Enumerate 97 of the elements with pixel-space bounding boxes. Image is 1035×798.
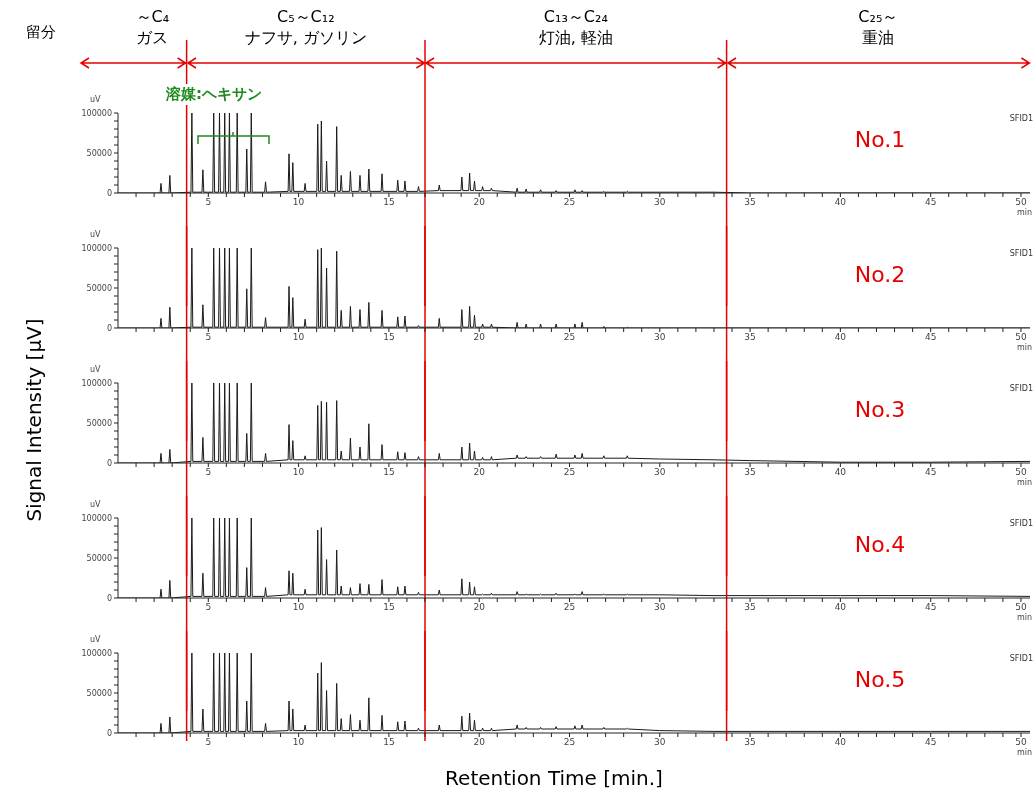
x-tick-label: 35 <box>744 467 756 478</box>
y-tick-label: 100000 <box>81 108 112 118</box>
annotation: SFID1 <box>1009 384 1033 393</box>
x-tick-label: 20 <box>473 197 486 208</box>
x-tick-label: 15 <box>383 467 395 478</box>
text: 重油 <box>862 27 895 48</box>
y-axis-title: uV <box>90 635 101 644</box>
x-tick-label: 50 <box>1015 197 1027 208</box>
text: 留分 <box>26 23 56 42</box>
x-tick-label: 45 <box>924 332 937 343</box>
y-tick-label: 100000 <box>81 513 112 523</box>
text: ～C₄ <box>135 6 170 27</box>
x-axis-title: min <box>1016 208 1033 217</box>
x-axis-title: min <box>1016 478 1033 487</box>
y-tick-label: 50000 <box>86 418 112 428</box>
annotation: SFID1 <box>1009 519 1033 528</box>
x-tick-label: 45 <box>924 197 937 208</box>
x-tick-label: 45 <box>924 737 937 748</box>
x-tick-label: 30 <box>654 602 666 613</box>
text: C₂₅～ <box>858 6 899 27</box>
y-axis-title: uV <box>90 95 101 104</box>
y-tick-label: 50000 <box>86 283 112 293</box>
x-tick-label: 15 <box>383 332 395 343</box>
text: 灯油, 軽油 <box>538 27 613 48</box>
x-axis-title: min <box>1016 343 1033 352</box>
y-axis-title: uV <box>90 230 101 239</box>
x-tick-label: 10 <box>292 602 305 613</box>
x-tick-label: 40 <box>834 332 847 343</box>
x-tick-label: 15 <box>383 197 395 208</box>
x-tick-label: 25 <box>563 737 576 748</box>
y-axis-title: uV <box>90 500 101 509</box>
x-tick-label: 10 <box>292 332 305 343</box>
x-tick-label: 15 <box>383 602 395 613</box>
x-tick-label: 20 <box>473 332 486 343</box>
x-tick-label: 15 <box>383 737 395 748</box>
y-tick-label: 0 <box>106 458 112 468</box>
y-tick-label: 50000 <box>86 148 112 158</box>
y-tick-label: 0 <box>106 593 112 603</box>
annotation: No.3 <box>853 397 907 422</box>
x-tick-label: 10 <box>292 737 305 748</box>
x-tick-label: 25 <box>563 602 576 613</box>
annotation: SFID1 <box>1009 654 1033 663</box>
annotation: No.5 <box>853 667 907 692</box>
annotation: SFID1 <box>1009 114 1033 123</box>
text: ガス <box>136 27 169 48</box>
y-tick-label: 100000 <box>81 243 112 253</box>
x-tick-label: 35 <box>744 737 756 748</box>
x-tick-label: 30 <box>654 332 666 343</box>
x-tick-label: 35 <box>744 332 756 343</box>
y-axis-title: uV <box>90 365 101 374</box>
x-tick-label: 35 <box>744 602 756 613</box>
x-tick-label: 50 <box>1015 737 1027 748</box>
y-tick-label: 100000 <box>81 648 112 658</box>
y-tick-label: 0 <box>106 728 112 738</box>
x-tick-label: 5 <box>205 197 212 208</box>
annotation: No.4 <box>853 532 907 557</box>
x-tick-label: 30 <box>654 737 666 748</box>
y-tick-label: 0 <box>106 188 112 198</box>
x-tick-label: 25 <box>563 467 576 478</box>
y-tick-label: 0 <box>106 323 112 333</box>
x-tick-label: 30 <box>654 197 666 208</box>
x-tick-label: 50 <box>1015 467 1027 478</box>
x-tick-label: 40 <box>834 467 847 478</box>
x-tick-label: 5 <box>205 737 212 748</box>
x-tick-label: 5 <box>205 332 212 343</box>
text: Retention Time [min.] <box>445 766 663 790</box>
x-tick-label: 45 <box>924 602 937 613</box>
x-tick-label: 25 <box>563 197 576 208</box>
x-tick-label: 20 <box>473 737 486 748</box>
x-tick-label: 40 <box>834 602 847 613</box>
text: C₅～C₁₂ <box>277 6 335 27</box>
annotation: No.2 <box>853 262 907 287</box>
x-tick-label: 50 <box>1015 332 1027 343</box>
x-axis-title: min <box>1016 613 1033 622</box>
annotation: No.1 <box>853 127 907 152</box>
x-tick-label: 20 <box>473 467 486 478</box>
y-tick-label: 50000 <box>86 688 112 698</box>
annotation: SFID1 <box>1009 249 1033 258</box>
text: 溶媒:ヘキサン <box>162 84 266 105</box>
x-tick-label: 10 <box>292 197 305 208</box>
x-tick-label: 5 <box>205 467 212 478</box>
x-tick-label: 30 <box>654 467 666 478</box>
y-tick-label: 50000 <box>86 553 112 563</box>
x-axis-title: min <box>1016 748 1033 757</box>
x-tick-label: 40 <box>834 737 847 748</box>
y-tick-label: 100000 <box>81 378 112 388</box>
x-tick-label: 10 <box>292 467 305 478</box>
x-tick-label: 25 <box>563 332 576 343</box>
x-tick-label: 20 <box>473 602 486 613</box>
x-tick-label: 5 <box>205 602 212 613</box>
x-tick-label: 35 <box>744 197 756 208</box>
x-tick-label: 50 <box>1015 602 1027 613</box>
x-tick-label: 45 <box>924 467 937 478</box>
text: ナフサ, ガソリン <box>244 27 367 48</box>
x-tick-label: 40 <box>834 197 847 208</box>
text: C₁₃～C₂₄ <box>543 6 608 27</box>
text: Signal Intensity [μV] <box>22 318 46 522</box>
